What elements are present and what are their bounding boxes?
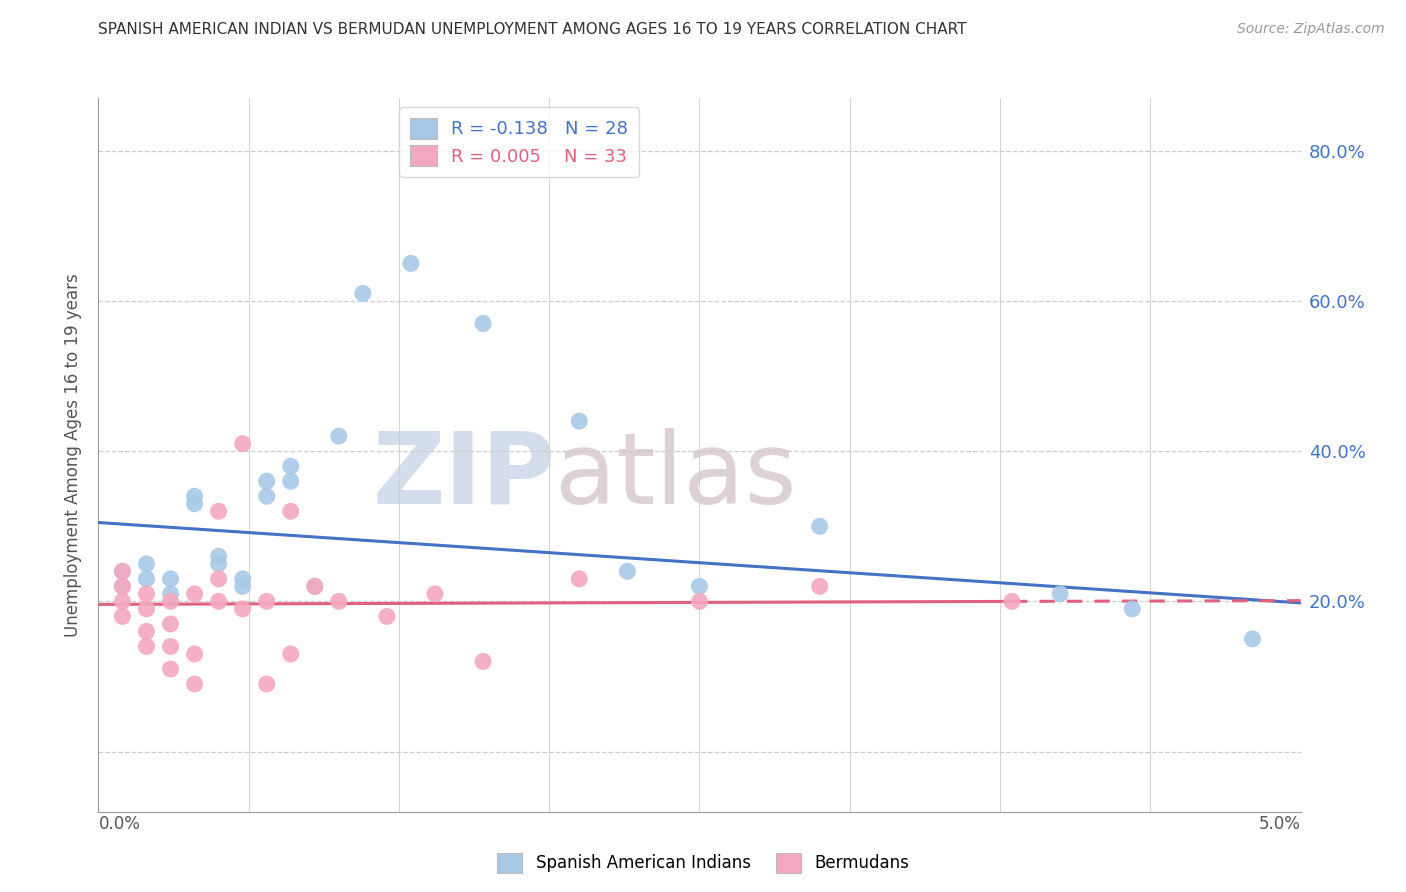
Point — [135, 624, 157, 639]
Point — [256, 594, 278, 608]
Point — [232, 572, 254, 586]
Text: 5.0%: 5.0% — [1258, 815, 1301, 833]
Point — [159, 587, 181, 601]
Text: 0.0%: 0.0% — [98, 815, 141, 833]
Point — [472, 317, 495, 331]
Legend: R = -0.138   N = 28, R = 0.005    N = 33: R = -0.138 N = 28, R = 0.005 N = 33 — [399, 107, 640, 177]
Point — [183, 497, 205, 511]
Point — [616, 565, 638, 579]
Point — [256, 474, 278, 488]
Text: Source: ZipAtlas.com: Source: ZipAtlas.com — [1237, 22, 1385, 37]
Point — [568, 572, 591, 586]
Point — [256, 489, 278, 503]
Point — [1241, 632, 1264, 646]
Point — [399, 256, 422, 270]
Legend: Spanish American Indians, Bermudans: Spanish American Indians, Bermudans — [491, 847, 915, 880]
Point — [423, 587, 446, 601]
Point — [183, 587, 205, 601]
Point — [183, 647, 205, 661]
Point — [159, 572, 181, 586]
Point — [304, 579, 326, 593]
Point — [111, 579, 134, 593]
Point — [280, 459, 302, 474]
Point — [375, 609, 398, 624]
Point — [111, 594, 134, 608]
Point — [111, 565, 134, 579]
Point — [280, 647, 302, 661]
Point — [472, 655, 495, 669]
Point — [135, 602, 157, 616]
Point — [135, 572, 157, 586]
Text: ZIP: ZIP — [373, 428, 555, 524]
Point — [135, 587, 157, 601]
Point — [183, 677, 205, 691]
Point — [208, 504, 231, 518]
Point — [689, 579, 711, 593]
Point — [328, 594, 350, 608]
Point — [159, 616, 181, 631]
Point — [568, 414, 591, 428]
Point — [232, 436, 254, 450]
Point — [280, 474, 302, 488]
Point — [208, 572, 231, 586]
Text: SPANISH AMERICAN INDIAN VS BERMUDAN UNEMPLOYMENT AMONG AGES 16 TO 19 YEARS CORRE: SPANISH AMERICAN INDIAN VS BERMUDAN UNEM… — [98, 22, 967, 37]
Point — [808, 579, 831, 593]
Point — [328, 429, 350, 443]
Point — [111, 565, 134, 579]
Point — [111, 609, 134, 624]
Point — [256, 677, 278, 691]
Point — [208, 549, 231, 564]
Point — [135, 557, 157, 571]
Point — [159, 640, 181, 654]
Point — [232, 579, 254, 593]
Point — [304, 579, 326, 593]
Point — [280, 504, 302, 518]
Y-axis label: Unemployment Among Ages 16 to 19 years: Unemployment Among Ages 16 to 19 years — [65, 273, 83, 637]
Point — [159, 594, 181, 608]
Point — [352, 286, 374, 301]
Point — [1121, 602, 1143, 616]
Point — [232, 602, 254, 616]
Point — [808, 519, 831, 533]
Point — [159, 662, 181, 676]
Point — [1001, 594, 1024, 608]
Point — [1049, 587, 1071, 601]
Point — [111, 579, 134, 593]
Point — [135, 640, 157, 654]
Point — [208, 557, 231, 571]
Text: atlas: atlas — [555, 428, 797, 524]
Point — [208, 594, 231, 608]
Point — [689, 594, 711, 608]
Point — [183, 489, 205, 503]
